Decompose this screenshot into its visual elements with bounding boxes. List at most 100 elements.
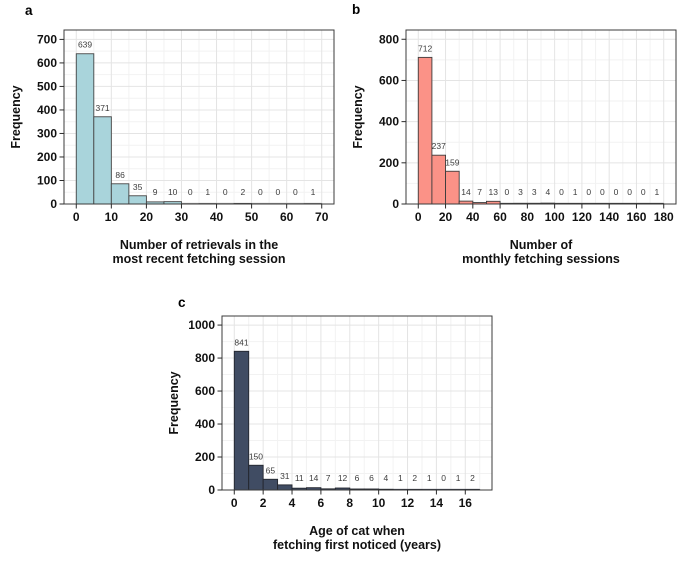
y-tick-label: 300	[37, 126, 57, 140]
x-tick-label: 20	[140, 210, 154, 224]
bar-value-label: 65	[266, 465, 276, 475]
histogram-c: 0 2 4 6 8 10 12 14 16 0 200 400 600 800 1000 841 150 65 31…	[164, 292, 496, 570]
bar-value-label: 0	[293, 187, 298, 197]
bar-value-label: 0	[600, 187, 605, 197]
x-axis-title-line: most recent fetching session	[113, 252, 286, 266]
bar-value-label: 6	[369, 473, 374, 483]
x-tick-label: 16	[459, 496, 473, 510]
bar-value-label: 14	[461, 187, 471, 197]
bar-value-label: 0	[188, 187, 193, 197]
bar	[277, 484, 293, 491]
bar-value-label: 1	[311, 187, 316, 197]
y-tick-label: 0	[50, 197, 57, 211]
bar-value-label: 1	[427, 473, 432, 483]
x-tick-label: 6	[318, 496, 325, 510]
x-tick-label: 30	[175, 210, 189, 224]
x-tick-label: 80	[521, 210, 535, 224]
y-tick-label: 0	[208, 483, 215, 497]
bar-value-label: 7	[477, 187, 482, 197]
bar-value-label: 1	[456, 473, 461, 483]
bar-value-label: 31	[280, 471, 290, 481]
x-tick-label: 0	[415, 210, 422, 224]
x-tick-label: 8	[346, 496, 353, 510]
bar-value-label: 0	[627, 187, 632, 197]
y-tick-label: 600	[37, 56, 57, 70]
x-axis-title-line: fetching first noticed (years)	[273, 538, 441, 552]
bar-value-label: 9	[153, 187, 158, 197]
plot-background	[222, 316, 492, 490]
bar-value-label: 0	[586, 187, 591, 197]
x-tick-label: 140	[599, 210, 619, 224]
bar-value-label: 371	[95, 103, 109, 113]
bar	[233, 350, 250, 491]
bar	[248, 464, 264, 491]
bar-value-label: 1	[655, 187, 660, 197]
bar-value-label: 3	[518, 187, 523, 197]
y-tick-label: 600	[195, 384, 215, 398]
y-tick-label: 0	[392, 197, 399, 211]
x-tick-label: 100	[545, 210, 565, 224]
bar	[128, 195, 147, 205]
y-tick-label: 800	[195, 351, 215, 365]
panel-a: 0 10 20 30 40 50 60 70 0 100 200 300 400 500 600 700 639…	[6, 6, 338, 284]
x-tick-label: 10	[372, 496, 386, 510]
bar-value-label: 35	[133, 182, 143, 192]
y-axis-title: Frequency	[9, 85, 23, 148]
bar-value-label: 11	[295, 473, 304, 483]
bar-value-label: 0	[258, 187, 263, 197]
bar-value-label: 3	[532, 187, 537, 197]
x-tick-label: 0	[73, 210, 80, 224]
bar-value-label: 0	[559, 187, 564, 197]
bar-value-label: 86	[115, 170, 125, 180]
x-axis-title-line: Age of cat when	[309, 524, 405, 538]
x-axis-title-line: monthly fetching sessions	[462, 252, 620, 266]
histogram-a: 0 10 20 30 40 50 60 70 0 100 200 300 400 500 600 700 639…	[6, 6, 338, 284]
bar	[75, 53, 95, 205]
grid-major	[222, 316, 492, 491]
y-tick-label: 600	[379, 73, 399, 87]
bar	[445, 170, 460, 205]
bar-value-label: 0	[276, 187, 281, 197]
bar-value-label: 841	[234, 337, 248, 347]
bar-value-label: 14	[309, 473, 319, 483]
bar	[93, 116, 112, 205]
y-tick-label: 400	[195, 417, 215, 431]
bar-value-label: 4	[545, 187, 550, 197]
bar-value-label: 0	[441, 473, 446, 483]
bar-value-label: 13	[489, 187, 499, 197]
bar-value-label: 0	[641, 187, 646, 197]
chart-svg-c: 0 2 4 6 8 10 12 14 16020040060080010008411506531…	[167, 315, 493, 552]
x-tick-label: 40	[210, 210, 224, 224]
x-tick-label: 60	[493, 210, 507, 224]
x-tick-label: 180	[654, 210, 674, 224]
x-tick-label: 20	[439, 210, 453, 224]
y-axis-title: Frequency	[351, 85, 365, 148]
bar-value-label: 7	[326, 473, 331, 483]
y-tick-label: 800	[379, 32, 399, 46]
bar	[110, 183, 130, 205]
bar-value-label: 1	[205, 187, 210, 197]
bar	[417, 56, 433, 205]
x-tick-label: 10	[105, 210, 119, 224]
bar-value-label: 6	[355, 473, 360, 483]
panel-c: 0 2 4 6 8 10 12 14 16 0 200 400 600 800 1000 841 150 65 31…	[164, 292, 496, 570]
y-tick-label: 1000	[188, 318, 215, 332]
bar-value-label: 150	[249, 451, 263, 461]
bar-value-label: 0	[223, 187, 228, 197]
bar-value-label: 2	[470, 473, 475, 483]
bar-value-label: 237	[432, 141, 446, 151]
x-axis-title-line: Number of retrievals in the	[120, 238, 278, 252]
x-tick-label: 0	[231, 496, 238, 510]
x-axis-title-line: Number of	[510, 238, 573, 252]
bar-value-label: 1	[573, 187, 578, 197]
x-tick-label: 60	[280, 210, 294, 224]
panel-a-label: a	[25, 3, 33, 18]
bar-value-label: 0	[505, 187, 510, 197]
